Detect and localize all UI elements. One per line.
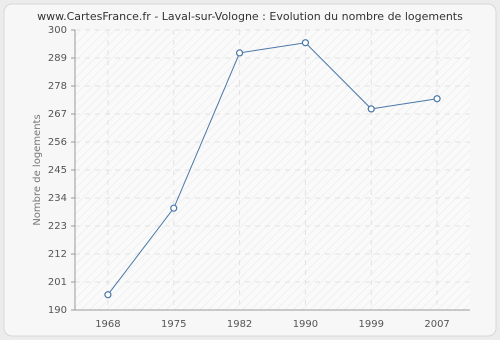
x-tick-label: 1982: [227, 319, 252, 330]
y-tick-label: 300: [48, 25, 67, 36]
x-tick-label: 1999: [359, 319, 384, 330]
x-tick-label: 2007: [424, 319, 449, 330]
marker: [367, 105, 375, 113]
y-tick-label: 212: [48, 249, 67, 260]
marker: [170, 204, 178, 212]
plot-area: [75, 30, 470, 310]
y-tick-label: 223: [48, 221, 67, 232]
y-tick-label: 201: [48, 277, 67, 288]
line: [107, 42, 438, 296]
marker: [235, 49, 244, 57]
y-tick-label: 245: [48, 165, 67, 176]
x-tick-label: 1975: [161, 319, 186, 330]
y-tick-label: 256: [48, 137, 67, 148]
y-axis-label: Nombre de logements: [32, 114, 43, 225]
y-tick-label: 289: [48, 53, 67, 64]
x-tick-label: 1990: [293, 319, 318, 330]
marker: [104, 291, 112, 299]
x-tick-label: 1968: [95, 319, 120, 330]
y-tick-label: 234: [48, 193, 67, 204]
y-tick-label: 267: [48, 109, 67, 120]
y-tick-label: 190: [48, 305, 67, 316]
chart-title: www.CartesFrance.fr - Laval-sur-Vologne …: [37, 10, 463, 23]
marker: [433, 95, 441, 103]
y-tick-label: 278: [48, 81, 67, 92]
marker: [301, 39, 310, 47]
